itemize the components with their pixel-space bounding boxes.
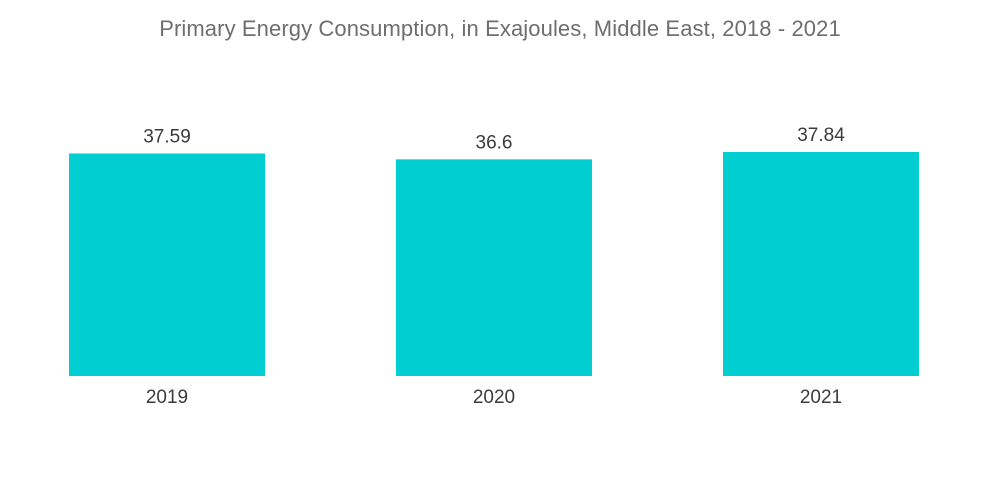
chart-title: Primary Energy Consumption, in Exajoules… [159, 16, 841, 41]
x-tick-label-2019: 2019 [146, 387, 188, 408]
bars-layer [69, 152, 919, 376]
bar-2021 [723, 152, 919, 376]
value-label-2019: 37.59 [143, 126, 191, 147]
x-tick-label-2021: 2021 [800, 387, 842, 408]
value-labels-layer: 37.59 36.6 37.84 [143, 125, 845, 153]
tick-labels-layer: 2019 2020 2021 [146, 387, 842, 408]
value-label-2021: 37.84 [797, 125, 845, 146]
value-label-2020: 36.6 [476, 132, 513, 153]
bar-2019 [69, 153, 265, 376]
bar-2020 [396, 159, 592, 376]
x-tick-label-2020: 2020 [473, 387, 515, 408]
